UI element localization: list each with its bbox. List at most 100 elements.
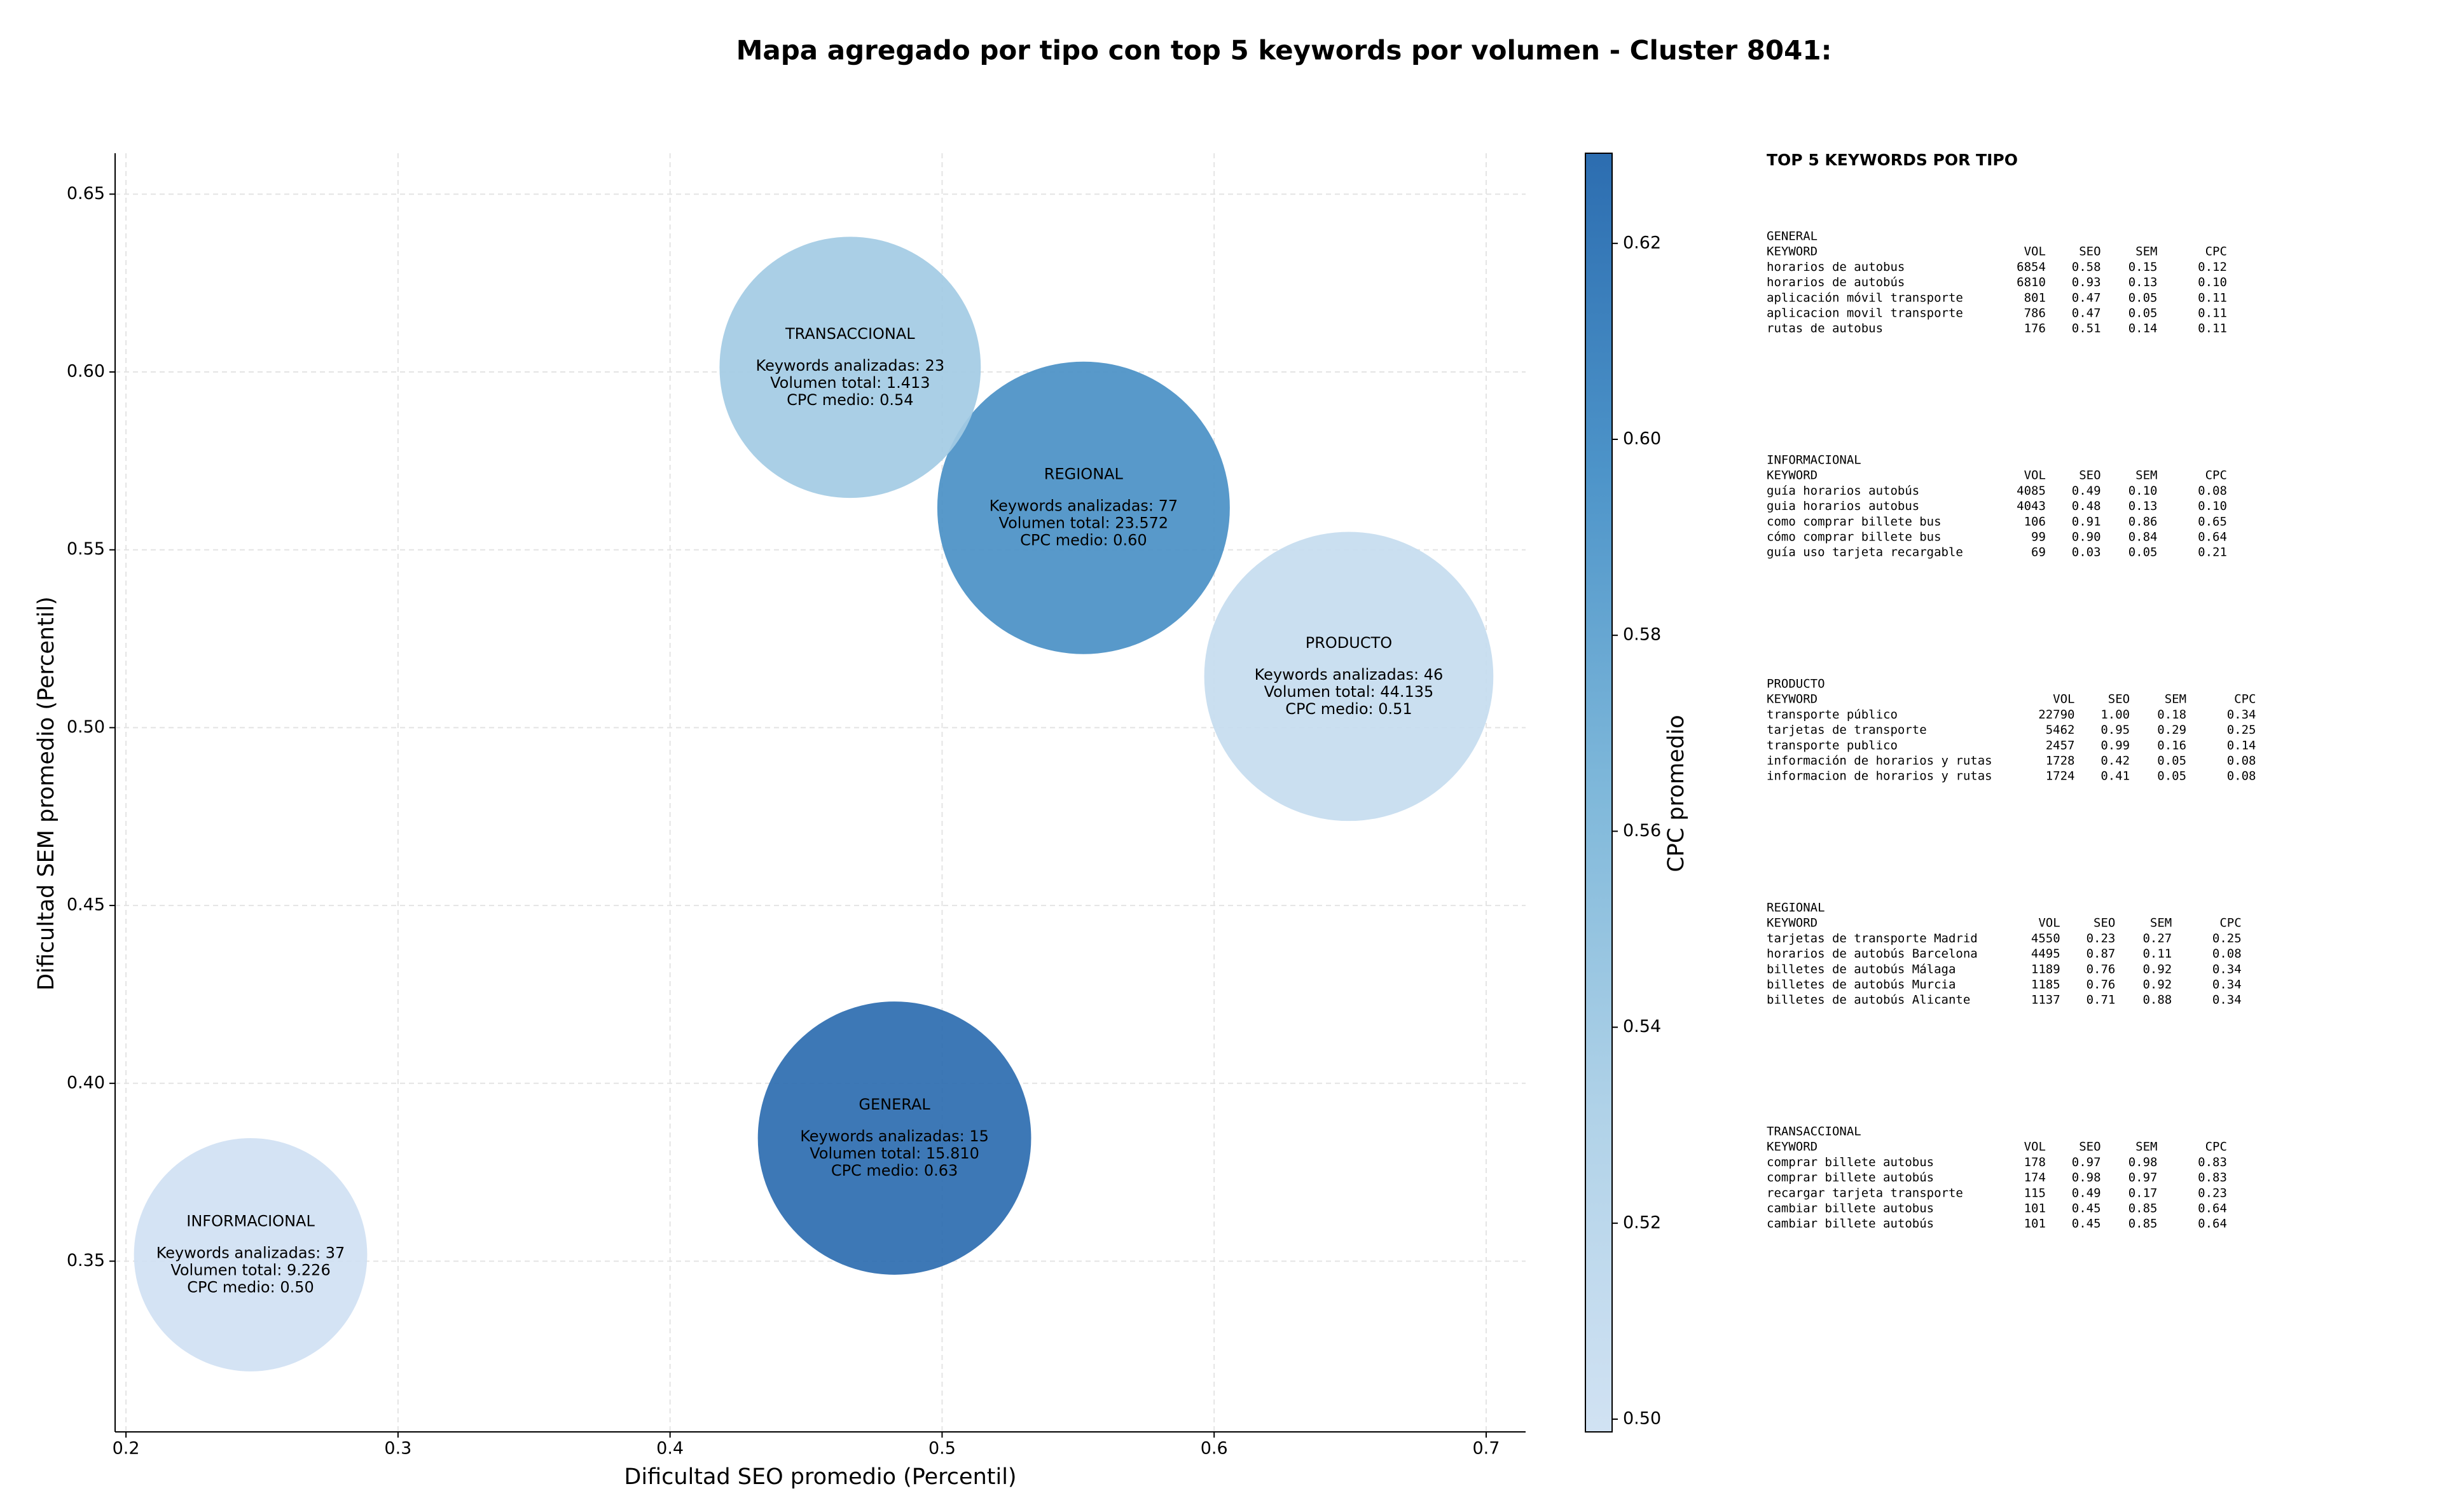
bubble-annotation: CPC medio: 0.63 — [831, 1162, 958, 1179]
y-axis-label: Dificultad SEM promedio (Percentil) — [34, 596, 59, 991]
keyword-cell: cambiar billete autobus — [1767, 1202, 1934, 1216]
y-tick-label: 0.55 — [67, 539, 105, 559]
metric-cell: 115 — [2024, 1186, 2046, 1200]
table-title: TOP 5 KEYWORDS POR TIPO — [1767, 151, 2018, 169]
keyword-cell: cambiar billete autobús — [1767, 1217, 1934, 1231]
bubble — [1204, 532, 1494, 821]
metric-cell: 0.91 — [2072, 514, 2101, 528]
metric-cell: 99 — [2031, 530, 2046, 544]
metric-cell: 0.23 — [2087, 931, 2116, 945]
x-tick-label: 0.6 — [1201, 1439, 1228, 1459]
metric-cell: 4043 — [2017, 499, 2046, 513]
metric-cell: 0.64 — [2198, 1217, 2227, 1231]
colorbar-label: CPC promedio — [1664, 715, 1689, 872]
column-header: SEM — [2135, 245, 2157, 259]
metric-cell: 0.64 — [2198, 1202, 2227, 1216]
bubble-annotation: CPC medio: 0.50 — [187, 1278, 314, 1296]
colorbar-tick-label: 0.62 — [1623, 233, 1661, 252]
metric-cell: 0.97 — [2128, 1171, 2158, 1185]
metric-cell: 0.03 — [2072, 546, 2101, 560]
metric-cell: 22790 — [2038, 708, 2074, 722]
column-header: KEYWORD — [1767, 469, 1818, 483]
x-tick-label: 0.5 — [928, 1439, 956, 1459]
bubble-annotation: CPC medio: 0.51 — [1285, 700, 1412, 718]
keyword-cell: horarios de autobús — [1767, 275, 1905, 289]
metric-cell: 1185 — [2031, 978, 2060, 992]
keyword-cell: guía horarios autobús — [1767, 484, 1919, 498]
metric-cell: 0.13 — [2128, 275, 2158, 289]
group-name: GENERAL — [1767, 230, 1818, 244]
keyword-cell: como comprar billete bus — [1767, 514, 1942, 528]
metric-cell: 0.10 — [2198, 275, 2227, 289]
column-header: VOL — [2024, 469, 2046, 483]
keyword-cell: información de horarios y rutas — [1767, 754, 1992, 768]
bubble-annotation: Keywords analizadas: 15 — [800, 1127, 989, 1145]
y-tick-label: 0.50 — [67, 717, 105, 737]
metric-cell: 0.97 — [2072, 1155, 2101, 1169]
metric-cell: 1728 — [2046, 754, 2075, 768]
metric-cell: 0.34 — [2227, 708, 2256, 722]
keyword-cell: guia horarios autobus — [1767, 499, 1919, 513]
column-header: KEYWORD — [1767, 245, 1818, 259]
column-header: VOL — [2053, 692, 2074, 706]
bubble-annotation: Volumen total: 23.572 — [999, 514, 1169, 532]
metric-cell: 0.49 — [2072, 484, 2101, 498]
column-header: CPC — [2205, 245, 2227, 259]
chart-title: Mapa agregado por tipo con top 5 keyword… — [736, 35, 1832, 66]
metric-cell: 0.98 — [2072, 1171, 2101, 1185]
metric-cell: 0.05 — [2128, 306, 2158, 320]
y-tick-label: 0.40 — [67, 1073, 105, 1092]
keyword-cell: informacion de horarios y rutas — [1767, 769, 1992, 783]
metric-cell: 0.14 — [2128, 322, 2158, 336]
keyword-cell: billetes de autobús Alicante — [1767, 993, 1970, 1007]
bubble-annotation: Keywords analizadas: 46 — [1255, 666, 1444, 684]
metric-cell: 0.41 — [2101, 769, 2130, 783]
metric-cell: 0.14 — [2227, 738, 2256, 752]
metric-cell: 0.10 — [2128, 484, 2158, 498]
metric-cell: 0.08 — [2212, 947, 2242, 961]
metric-cell: 0.12 — [2198, 260, 2227, 274]
metric-cell: 0.16 — [2157, 738, 2186, 752]
metric-cell: 4085 — [2017, 484, 2046, 498]
column-header: SEM — [2135, 1140, 2157, 1154]
metric-cell: 0.11 — [2142, 947, 2172, 961]
metric-cell: 0.11 — [2198, 291, 2227, 305]
metric-cell: 0.05 — [2128, 291, 2158, 305]
metric-cell: 0.95 — [2101, 723, 2130, 737]
metric-cell: 0.48 — [2072, 499, 2101, 513]
metric-cell: 5462 — [2046, 723, 2075, 737]
column-header: VOL — [2038, 916, 2060, 930]
keyword-cell: guía uso tarjeta recargable — [1767, 546, 1963, 560]
metric-cell: 4495 — [2031, 947, 2060, 961]
column-header: KEYWORD — [1767, 692, 1818, 706]
metric-cell: 0.21 — [2198, 546, 2227, 560]
bubble-annotation: Volumen total: 1.413 — [770, 374, 930, 392]
column-header: SEO — [2079, 1140, 2101, 1154]
metric-cell: 0.51 — [2072, 322, 2101, 336]
keyword-cell: aplicacion movil transporte — [1767, 306, 1963, 320]
metric-cell: 0.92 — [2142, 962, 2172, 976]
bubble-annotation: Volumen total: 15.810 — [810, 1144, 979, 1162]
column-header: SEM — [2135, 469, 2157, 483]
bubble — [937, 361, 1230, 654]
metric-cell: 0.05 — [2157, 754, 2186, 768]
bubble — [757, 1001, 1031, 1275]
metric-cell: 0.90 — [2072, 530, 2101, 544]
metric-cell: 1189 — [2031, 962, 2060, 976]
metric-cell: 4550 — [2031, 931, 2060, 945]
metric-cell: 786 — [2024, 306, 2046, 320]
keyword-cell: recargar tarjeta transporte — [1767, 1186, 1963, 1200]
x-tick-label: 0.4 — [656, 1439, 684, 1459]
metric-cell: 801 — [2024, 291, 2046, 305]
metric-cell: 101 — [2024, 1202, 2046, 1216]
metric-cell: 69 — [2031, 546, 2046, 560]
metric-cell: 0.05 — [2157, 769, 2186, 783]
metric-cell: 0.11 — [2198, 306, 2227, 320]
metric-cell: 0.92 — [2142, 978, 2172, 992]
group-name: INFORMACIONAL — [1767, 453, 1861, 467]
metric-cell: 1.00 — [2101, 708, 2130, 722]
y-tick-label: 0.45 — [67, 895, 105, 915]
metric-cell: 0.83 — [2198, 1171, 2227, 1185]
column-header: SEM — [2150, 916, 2172, 930]
colorbar-tick-label: 0.60 — [1623, 429, 1661, 448]
